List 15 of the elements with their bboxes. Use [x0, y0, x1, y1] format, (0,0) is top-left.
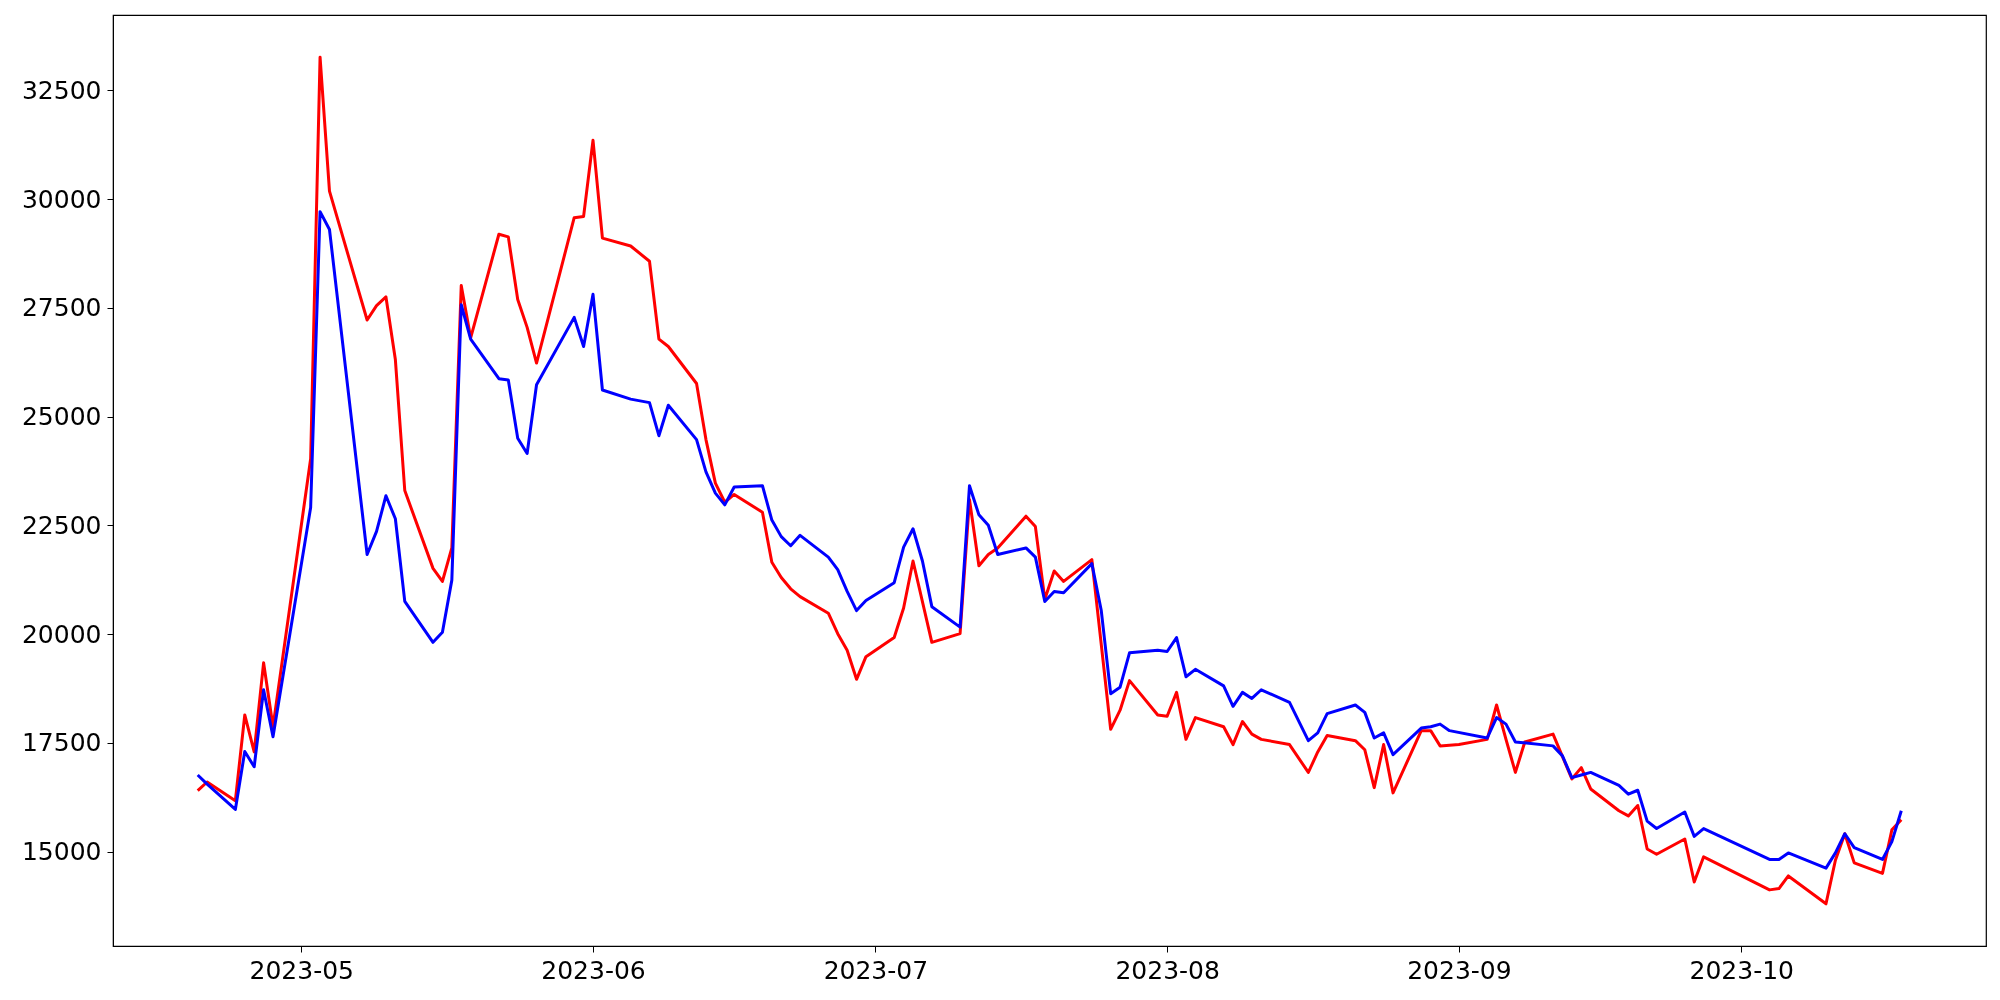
line-series — [196, 210, 1903, 870]
x-tick-label: 2023-07 — [823, 955, 929, 985]
y-tick-label: 32500 — [21, 75, 102, 105]
x-tick-label: 2023-09 — [1407, 955, 1512, 985]
x-tick-label: 2023-08 — [1115, 955, 1220, 985]
y-tick-label: 30000 — [21, 184, 102, 214]
y-tick-label: 17500 — [21, 728, 102, 758]
y-tick-label: 25000 — [21, 402, 102, 432]
x-tick-label: 2023-06 — [541, 955, 646, 985]
y-tick-label: 20000 — [21, 619, 102, 649]
x-tick-label: 2023-05 — [249, 955, 354, 985]
y-tick-label: 22500 — [21, 510, 102, 540]
y-tick-label: 15000 — [21, 837, 102, 867]
y-tick-label: 27500 — [21, 293, 102, 323]
x-tick-label: 2023-10 — [1689, 955, 1795, 985]
